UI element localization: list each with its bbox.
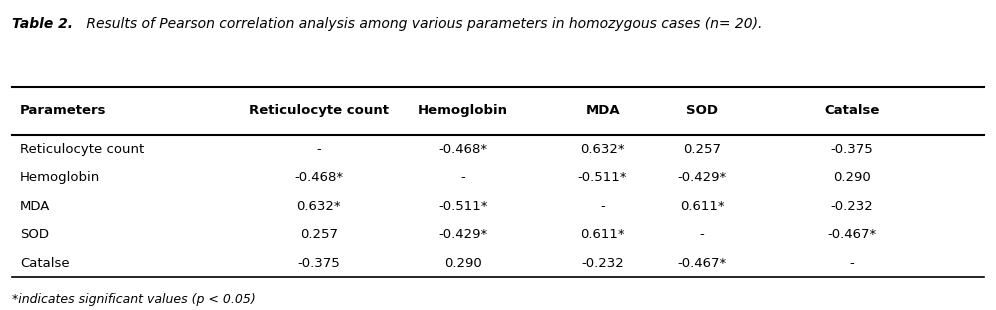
Text: -: - (700, 228, 704, 241)
Text: -0.467*: -0.467* (827, 228, 876, 241)
Text: -0.429*: -0.429* (438, 228, 488, 241)
Text: MDA: MDA (20, 200, 50, 213)
Text: Results of Pearson correlation analysis among various parameters in homozygous c: Results of Pearson correlation analysis … (82, 17, 762, 31)
Text: SOD: SOD (20, 228, 49, 241)
Text: Hemoglobin: Hemoglobin (418, 104, 508, 117)
Text: 0.611*: 0.611* (680, 200, 724, 213)
Text: 0.632*: 0.632* (581, 143, 624, 156)
Text: 0.290: 0.290 (444, 257, 482, 270)
Text: -0.511*: -0.511* (438, 200, 488, 213)
Text: -0.467*: -0.467* (677, 257, 727, 270)
Text: -0.429*: -0.429* (677, 171, 727, 184)
Text: -: - (317, 143, 321, 156)
Text: 0.257: 0.257 (300, 228, 338, 241)
Text: -: - (850, 257, 854, 270)
Text: Catalse: Catalse (824, 104, 879, 117)
Text: -: - (461, 171, 465, 184)
Text: -0.511*: -0.511* (578, 171, 627, 184)
Text: Catalse: Catalse (20, 257, 70, 270)
Text: Reticulocyte count: Reticulocyte count (249, 104, 388, 117)
Text: -0.232: -0.232 (831, 200, 872, 213)
Text: 0.632*: 0.632* (297, 200, 341, 213)
Text: SOD: SOD (686, 104, 718, 117)
Text: 0.290: 0.290 (833, 171, 871, 184)
Text: -0.375: -0.375 (831, 143, 872, 156)
Text: Table 2.: Table 2. (12, 17, 73, 31)
Text: Hemoglobin: Hemoglobin (20, 171, 101, 184)
Text: Reticulocyte count: Reticulocyte count (20, 143, 144, 156)
Text: -0.232: -0.232 (582, 257, 623, 270)
Text: -0.468*: -0.468* (294, 171, 344, 184)
Text: -0.468*: -0.468* (438, 143, 488, 156)
Text: -0.375: -0.375 (298, 257, 340, 270)
Text: 0.257: 0.257 (683, 143, 721, 156)
Text: *indicates significant values (p < 0.05): *indicates significant values (p < 0.05) (12, 293, 256, 306)
Text: 0.611*: 0.611* (581, 228, 624, 241)
Text: -: - (601, 200, 605, 213)
Text: MDA: MDA (586, 104, 620, 117)
Text: Parameters: Parameters (20, 104, 107, 117)
